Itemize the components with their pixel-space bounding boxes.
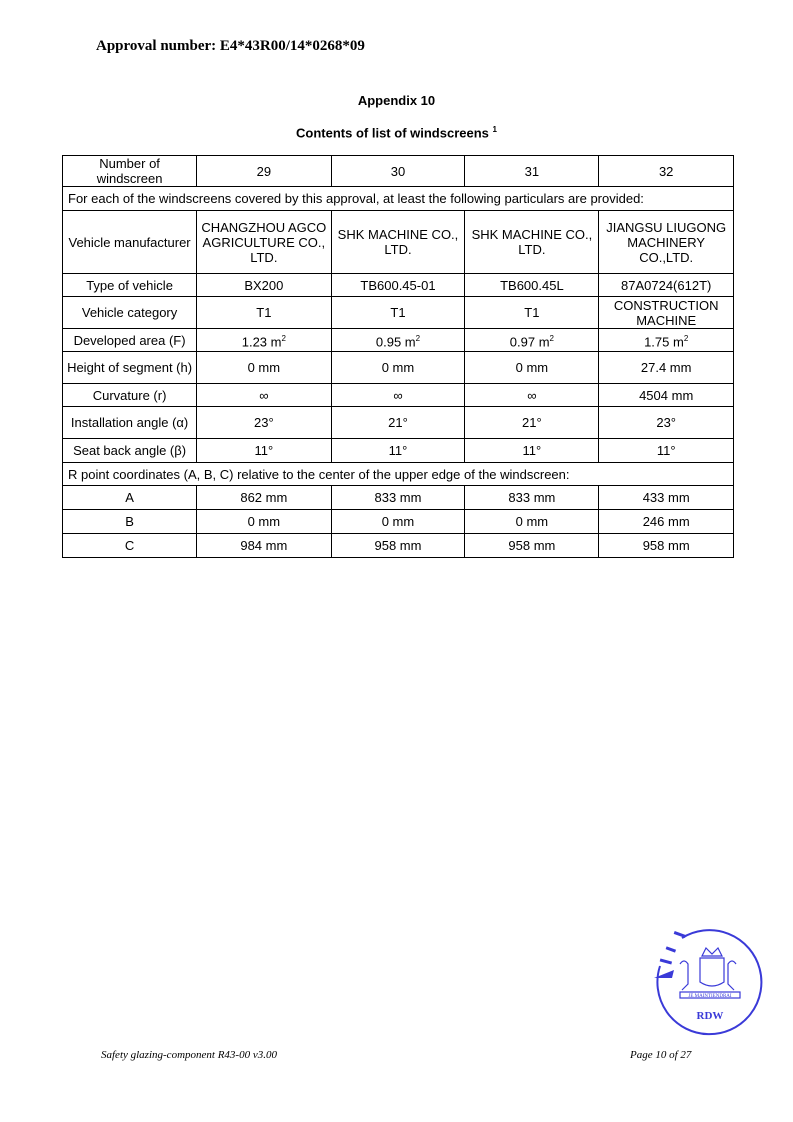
cell: SHK MACHINE CO., LTD.	[464, 210, 600, 274]
cell: 984 mm	[196, 533, 332, 558]
cell: 246 mm	[598, 509, 734, 534]
list-title-text: Contents of list of windscreens	[296, 125, 489, 141]
row-label: Installation angle (α)	[61, 406, 198, 439]
cell: 958 mm	[598, 533, 734, 558]
cell: T1	[464, 296, 600, 329]
cell: TB600.45L	[464, 273, 600, 297]
unit-superscript: 2	[683, 333, 689, 343]
cell: 23°	[196, 406, 332, 439]
cell: 0 mm	[196, 351, 332, 384]
table-row: Vehicle manufacturer CHANGZHOU AGCO AGRIC…	[61, 210, 734, 274]
cell: 0.97 m2	[464, 328, 600, 352]
cell-value: 1.75 m	[644, 334, 684, 350]
cell: 0 mm	[196, 509, 332, 534]
row-label: Type of vehicle	[61, 273, 198, 297]
cell: 958 mm	[330, 533, 466, 558]
row-label: A	[61, 485, 198, 510]
cell: 833 mm	[464, 485, 600, 510]
cell: 0 mm	[464, 351, 600, 384]
table-row: Type of vehicle BX200 TB600.45-01 TB600.45L…	[61, 273, 734, 297]
cell: 433 mm	[598, 485, 734, 510]
cell-value: 0.97 m	[509, 334, 550, 350]
cell: 958 mm	[464, 533, 600, 558]
cell: 1.75 m2	[598, 328, 734, 352]
cell: 27.4 mm	[598, 351, 734, 384]
table-row: Curvature (r) ∞ ∞ ∞ 4504 mm	[61, 383, 734, 407]
svg-text:RDW: RDW	[697, 1010, 724, 1022]
cell: ∞	[464, 383, 600, 407]
table-row: Developed area (F) 1.23 m2 0.95 m2 0.97 m2 1…	[61, 328, 734, 352]
cell: 0 mm	[330, 351, 466, 384]
cell-value: 1.23 m	[241, 334, 282, 350]
svg-text:JE MAINTIENDRAI: JE MAINTIENDRAI	[688, 994, 732, 999]
table-row: For each of the windscreens covered by t…	[62, 186, 734, 211]
cell: 1.23 m2	[196, 328, 332, 352]
cell: 0 mm	[464, 509, 600, 534]
footnote-ref: 1	[492, 125, 497, 134]
cell: 4504 mm	[598, 383, 734, 407]
cell: 23°	[598, 406, 734, 439]
row-label: Vehicle category	[61, 296, 198, 329]
cell: 30	[330, 155, 466, 187]
cell: ∞	[196, 383, 332, 407]
appendix-title: Appendix 10	[357, 93, 436, 108]
footer-page-number: Page 10 of 27	[630, 1049, 692, 1061]
unit-superscript: 2	[281, 333, 286, 343]
list-title: Contents of list of windscreens 1	[0, 125, 793, 140]
cell: 0.95 m2	[330, 328, 466, 352]
cell: SHK MACHINE CO., LTD.	[330, 210, 466, 274]
row-label: Number of windscreen	[61, 155, 198, 187]
cell: 862 mm	[196, 485, 332, 510]
cell: 11°	[196, 438, 332, 463]
cell: CHANGZHOU AGCO AGRICULTURE CO., LTD.	[196, 210, 332, 274]
table-row: Vehicle category T1 T1 T1 CONSTRUCTION MACHI…	[61, 296, 734, 329]
cell: 21°	[330, 406, 466, 439]
approval-number: Approval number: E4*43R00/14*0268*09	[96, 38, 365, 54]
footer-document-name: Safety glazing-component R43-00 v3.00	[101, 1049, 277, 1061]
cell: T1	[196, 296, 332, 329]
cell: 11°	[330, 438, 466, 463]
table-row: C 984 mm 958 mm 958 mm 958 mm	[61, 533, 734, 558]
cell: 0 mm	[330, 509, 466, 534]
cell: T1	[330, 296, 466, 329]
row-label: Vehicle manufacturer	[61, 210, 198, 274]
table-row: Seat back angle (β) 11° 11° 11° 11°	[61, 438, 734, 463]
table-row: Installation angle (α) 23° 21° 21° 23°	[61, 406, 734, 439]
row-label: B	[61, 509, 198, 534]
row-label: Developed area (F)	[61, 328, 198, 352]
cell: JIANGSU LIUGONG MACHINERY CO.,LTD.	[598, 210, 734, 274]
r-point-intro-cell: R point coordinates (A, B, C) relative t…	[62, 462, 734, 486]
row-label: C	[61, 533, 198, 558]
table-row: Height of segment (h) 0 mm 0 mm 0 mm 27.4 mm	[61, 351, 734, 384]
cell: 11°	[598, 438, 734, 463]
cell: 31	[464, 155, 600, 187]
cell: 87A0724(612T)	[598, 273, 734, 297]
unit-superscript: 2	[549, 333, 554, 343]
cell: 29	[196, 155, 332, 187]
cell: 32	[598, 155, 734, 187]
windscreen-table: Number of windscreen 29 30 31 32 For eac…	[61, 155, 734, 558]
table-row: Number of windscreen 29 30 31 32	[61, 155, 734, 187]
intro-cell: For each of the windscreens covered by t…	[62, 186, 734, 211]
row-label: Curvature (r)	[61, 383, 198, 407]
cell: ∞	[330, 383, 466, 407]
cell: BX200	[196, 273, 332, 297]
row-label: Seat back angle (β)	[61, 438, 198, 463]
cell: 21°	[464, 406, 600, 439]
rdw-stamp-logo: JE MAINTIENDRAI RDW	[654, 929, 763, 1036]
cell: 11°	[464, 438, 600, 463]
cell: TB600.45-01	[330, 273, 466, 297]
cell: 833 mm	[330, 485, 466, 510]
row-label: Height of segment (h)	[61, 351, 198, 384]
table-row: A 862 mm 833 mm 833 mm 433 mm	[61, 485, 734, 510]
cell: CONSTRUCTION MACHINE	[598, 296, 734, 329]
cell-value: 0.95 m	[375, 334, 416, 350]
table-row: R point coordinates (A, B, C) relative t…	[62, 462, 734, 486]
unit-superscript: 2	[415, 333, 421, 343]
